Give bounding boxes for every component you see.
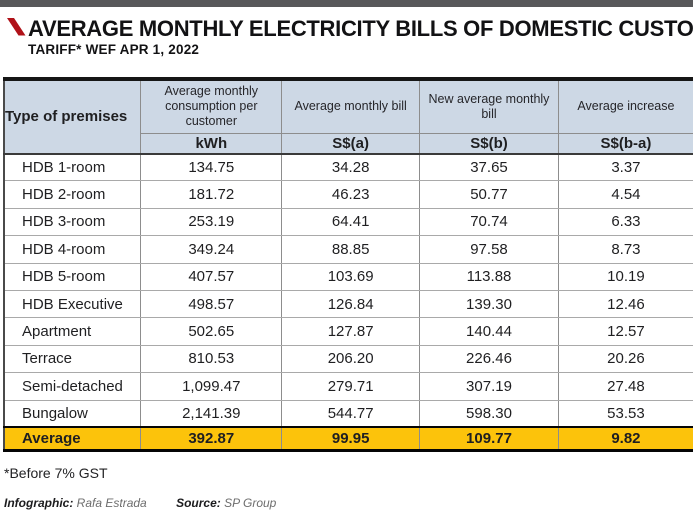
unit-dollar-a: S$(a) [281, 133, 420, 155]
top-divider-bar [0, 0, 693, 7]
new-avg-bill-cell: 140.44 [419, 317, 559, 346]
new-avg-bill-cell: 307.19 [419, 372, 559, 401]
unit-kwh: kWh [140, 133, 282, 155]
increase-cell: 53.53 [557, 400, 693, 428]
new-avg-bill-cell: 113.88 [419, 263, 559, 291]
col-header-new-average-bill: New average monthly bill [419, 79, 559, 134]
consumption-cell: 1,099.47 [140, 372, 282, 401]
avg-bill-cell: 46.23 [281, 180, 420, 209]
unit-dollar-b-minus-a: S$(b-a) [557, 133, 693, 155]
premises-cell: HDB Executive [4, 290, 141, 319]
consumption-cell: 253.19 [140, 208, 282, 237]
increase-cell: 3.37 [557, 153, 693, 182]
new-avg-bill-cell: 226.46 [419, 345, 559, 374]
table-row: HDB 1-room 134.75 34.28 37.65 3.37 [4, 153, 693, 182]
premises-cell: Average [4, 426, 141, 452]
new-avg-bill-cell: 97.58 [419, 235, 559, 264]
infographic-label: Infographic: [4, 496, 74, 510]
table-header: Type of premises Average monthly consump… [4, 79, 693, 155]
red-slash-icon [7, 18, 26, 36]
increase-cell: 9.82 [557, 426, 693, 452]
consumption-cell: 181.72 [140, 180, 282, 209]
source-label: Source: [176, 496, 221, 510]
increase-cell: 6.33 [557, 208, 693, 237]
consumption-cell: 2,141.39 [140, 400, 282, 428]
premises-cell: HDB 4-room [4, 235, 141, 264]
table-row: HDB 5-room 407.57 103.69 113.88 10.19 [4, 263, 693, 291]
infographic-credit: Rafa Estrada [76, 496, 147, 510]
unit-dollar-b: S$(b) [419, 133, 559, 155]
avg-bill-cell: 127.87 [281, 317, 420, 346]
gst-footnote: *Before 7% GST [4, 465, 108, 481]
table-row: Terrace 810.53 206.20 226.46 20.26 [4, 345, 693, 374]
premises-cell: Apartment [4, 317, 141, 346]
avg-bill-cell: 126.84 [281, 290, 420, 319]
consumption-cell: 134.75 [140, 153, 282, 182]
increase-cell: 8.73 [557, 235, 693, 264]
consumption-cell: 349.24 [140, 235, 282, 264]
increase-cell: 27.48 [557, 372, 693, 401]
increase-cell: 12.57 [557, 317, 693, 346]
increase-cell: 4.54 [557, 180, 693, 209]
premises-cell: HDB 5-room [4, 263, 141, 291]
table-row: Apartment 502.65 127.87 140.44 12.57 [4, 317, 693, 346]
table-row: HDB 2-room 181.72 46.23 50.77 4.54 [4, 180, 693, 209]
premises-cell: Terrace [4, 345, 141, 374]
col-header-type-of-premises: Type of premises [4, 79, 141, 155]
premises-cell: HDB 2-room [4, 180, 141, 209]
premises-cell: Semi-detached [4, 372, 141, 401]
new-avg-bill-cell: 109.77 [419, 426, 559, 452]
page-title: AVERAGE MONTHLY ELECTRICITY BILLS OF DOM… [28, 16, 693, 41]
avg-bill-cell: 88.85 [281, 235, 420, 264]
increase-cell: 20.26 [557, 345, 693, 374]
col-header-average-increase: Average increase [557, 79, 693, 134]
avg-bill-cell: 279.71 [281, 372, 420, 401]
table-row: Bungalow 2,141.39 544.77 598.30 53.53 [4, 400, 693, 428]
new-avg-bill-cell: 139.30 [419, 290, 559, 319]
col-header-average-bill: Average monthly bill [281, 79, 420, 134]
avg-bill-cell: 99.95 [281, 426, 420, 452]
consumption-cell: 502.65 [140, 317, 282, 346]
electricity-bills-table: Type of premises Average monthly consump… [3, 77, 693, 452]
increase-cell: 12.46 [557, 290, 693, 319]
consumption-cell: 498.57 [140, 290, 282, 319]
table-row: HDB 4-room 349.24 88.85 97.58 8.73 [4, 235, 693, 264]
table-row: Semi-detached 1,099.47 279.71 307.19 27.… [4, 372, 693, 401]
col-header-consumption: Average monthly consumption per customer [140, 79, 282, 134]
premises-cell: HDB 1-room [4, 153, 141, 182]
avg-bill-cell: 103.69 [281, 263, 420, 291]
avg-bill-cell: 544.77 [281, 400, 420, 428]
credits-line: Infographic: Rafa Estrada Source: SP Gro… [4, 496, 276, 510]
avg-bill-cell: 64.41 [281, 208, 420, 237]
new-avg-bill-cell: 598.30 [419, 400, 559, 428]
premises-cell: Bungalow [4, 400, 141, 428]
source-credit: SP Group [224, 496, 277, 510]
average-row: Average 392.87 99.95 109.77 9.82 [4, 426, 693, 452]
premises-cell: HDB 3-room [4, 208, 141, 237]
table-row: HDB 3-room 253.19 64.41 70.74 6.33 [4, 208, 693, 237]
consumption-cell: 392.87 [140, 426, 282, 452]
page-subtitle: TARIFF* WEF APR 1, 2022 [28, 42, 200, 57]
avg-bill-cell: 34.28 [281, 153, 420, 182]
avg-bill-cell: 206.20 [281, 345, 420, 374]
new-avg-bill-cell: 37.65 [419, 153, 559, 182]
new-avg-bill-cell: 70.74 [419, 208, 559, 237]
new-avg-bill-cell: 50.77 [419, 180, 559, 209]
increase-cell: 10.19 [557, 263, 693, 291]
table-row: HDB Executive 498.57 126.84 139.30 12.46 [4, 290, 693, 319]
consumption-cell: 407.57 [140, 263, 282, 291]
consumption-cell: 810.53 [140, 345, 282, 374]
